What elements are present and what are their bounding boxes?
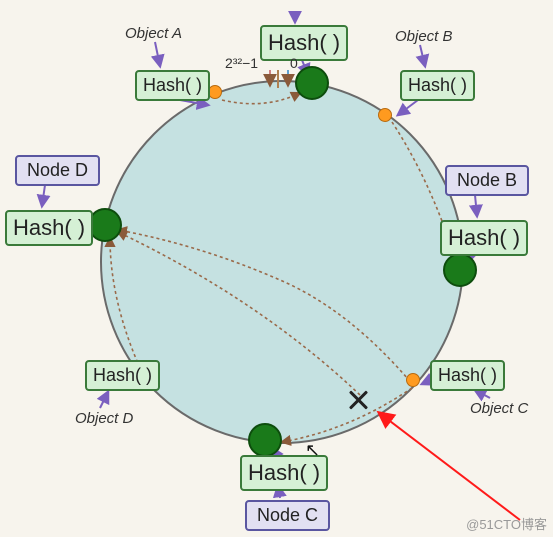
node-b-dot: [443, 253, 477, 287]
tick-max: 2³²−1: [225, 55, 258, 71]
watermark: @51CTO博客: [466, 514, 547, 533]
object-d-label: Object D: [75, 410, 133, 427]
diagram-stage: Hash( ) Hash( ) Hash( ) Hash( ) Hash( ) …: [0, 0, 553, 537]
failed-node-icon: [348, 390, 368, 410]
cursor-icon: ↖: [305, 440, 320, 461]
tick-zero: 0: [290, 55, 298, 71]
object-a-hash: Hash( ): [135, 70, 210, 101]
object-b-dot: [378, 108, 392, 122]
object-a-dot: [208, 85, 222, 99]
node-d-label: Node D: [15, 155, 100, 186]
object-c-dot: [406, 373, 420, 387]
node-c-label: Node C: [245, 500, 330, 531]
node-c-dot: [248, 423, 282, 457]
node-a-hash: Hash( ): [260, 25, 348, 61]
node-b-label: Node B: [445, 165, 529, 196]
node-a-dot: [295, 66, 329, 100]
node-d-hash: Hash( ): [5, 210, 93, 246]
object-d-hash: Hash( ): [85, 360, 160, 391]
object-c-hash: Hash( ): [430, 360, 505, 391]
node-d-dot: [88, 208, 122, 242]
object-a-label: Object A: [125, 25, 182, 42]
object-b-hash: Hash( ): [400, 70, 475, 101]
object-c-label: Object C: [470, 400, 528, 417]
object-b-label: Object B: [395, 28, 453, 45]
node-b-hash: Hash( ): [440, 220, 528, 256]
